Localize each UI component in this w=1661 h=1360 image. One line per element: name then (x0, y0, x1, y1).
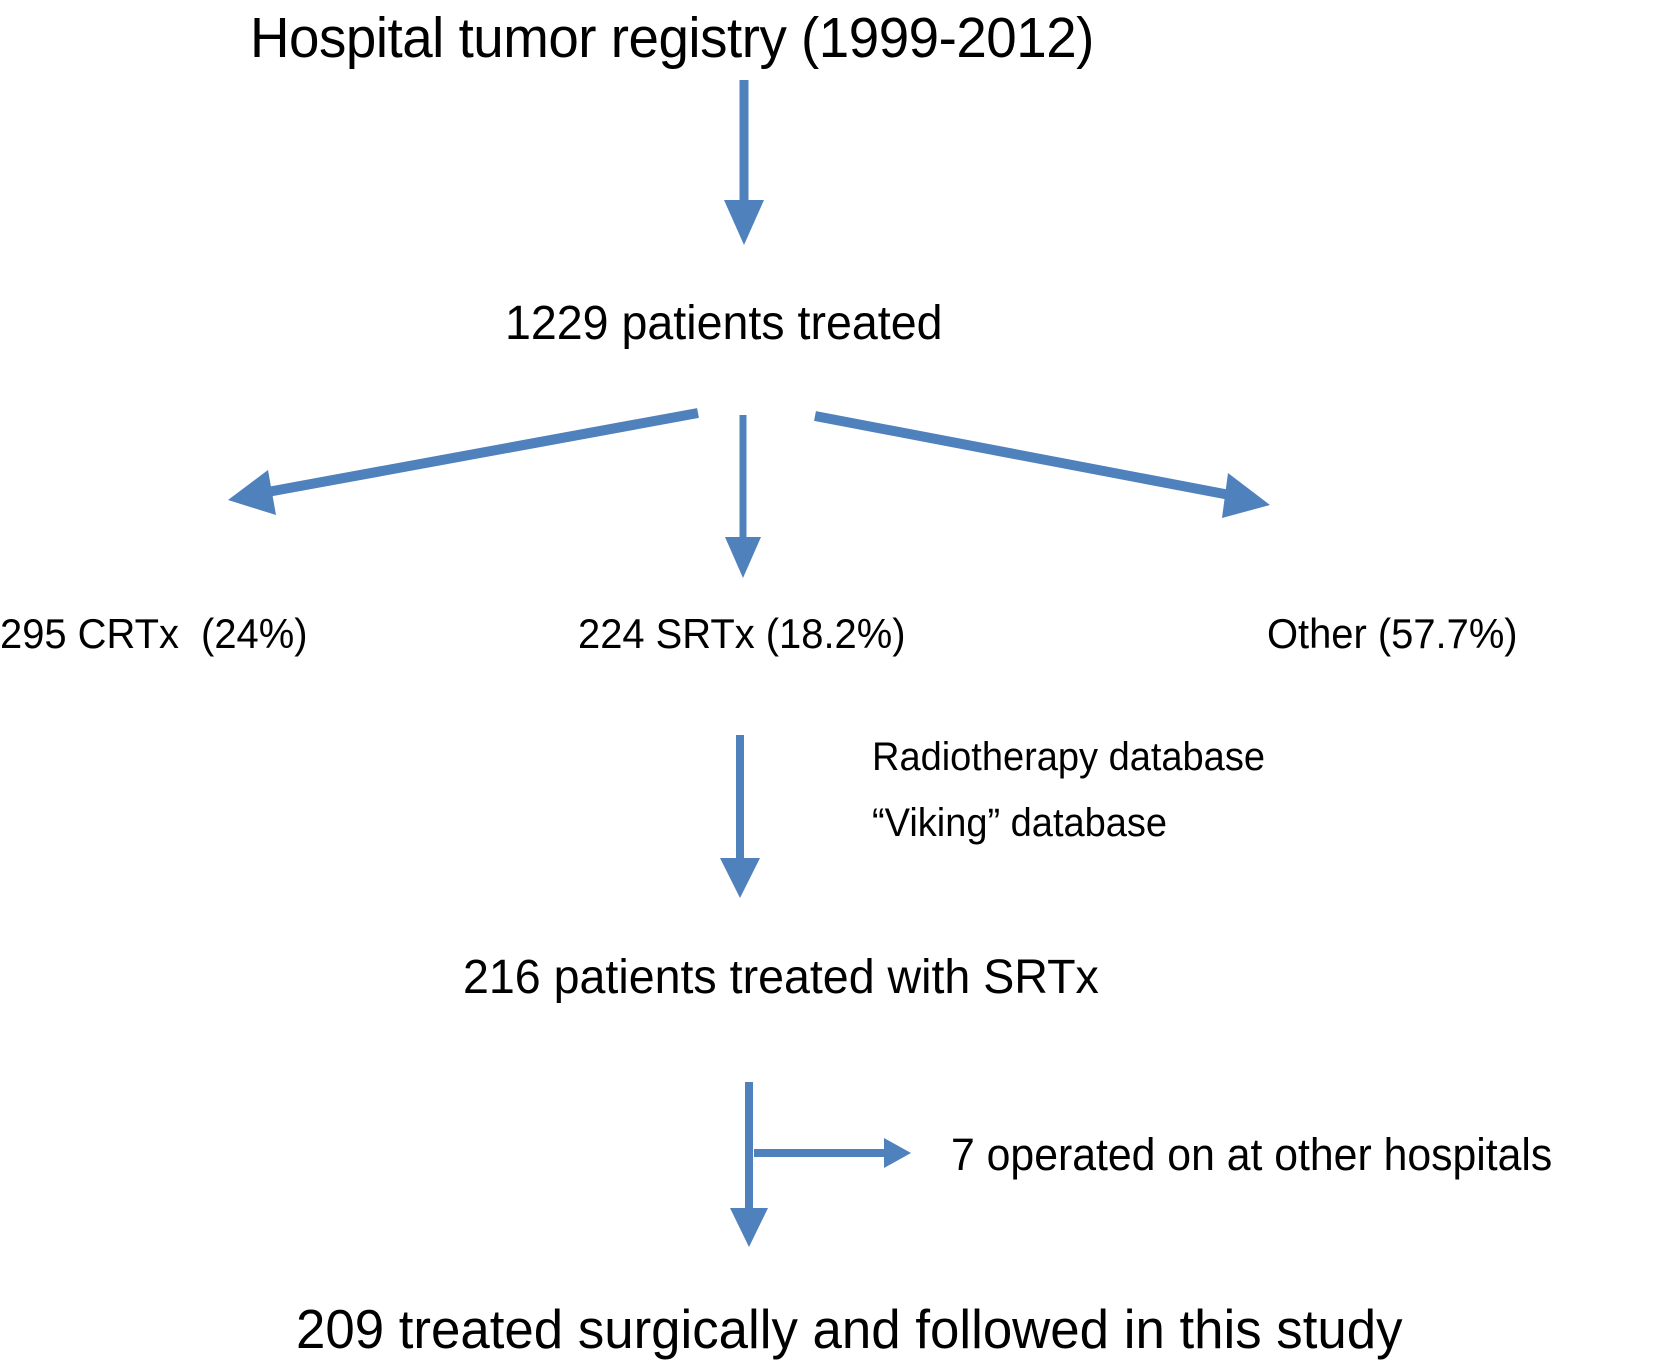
arrow-cohort-to-final (730, 1082, 768, 1247)
node-source: Hospital tumor registry (1999-2012) (250, 6, 1094, 70)
node-branch-srtx: 224 SRTx (18.2%) (578, 610, 906, 657)
node-treated: 1229 patients treated (505, 297, 943, 350)
arrow-srtx-to-cohort (720, 735, 760, 898)
node-final: 209 treated surgically and followed in t… (296, 1298, 1403, 1360)
arrow-to-exclusion (754, 1138, 911, 1168)
annotation-radiotherapy-db: Radiotherapy database (872, 735, 1265, 779)
node-branch-other: Other (57.7%) (1267, 610, 1518, 657)
arrow-registry-to-treated (724, 80, 764, 245)
annotation-viking-db: “Viking” database (872, 801, 1168, 845)
arrow-to-crtx (228, 408, 699, 515)
node-srtx-cohort: 216 patients treated with SRTx (463, 951, 1099, 1004)
arrow-to-srtx (725, 415, 761, 578)
node-exclusion: 7 operated on at other hospitals (951, 1129, 1553, 1180)
node-branch-crtx: 295 CRTx (24%) (0, 610, 308, 657)
arrow-to-other (814, 411, 1270, 518)
